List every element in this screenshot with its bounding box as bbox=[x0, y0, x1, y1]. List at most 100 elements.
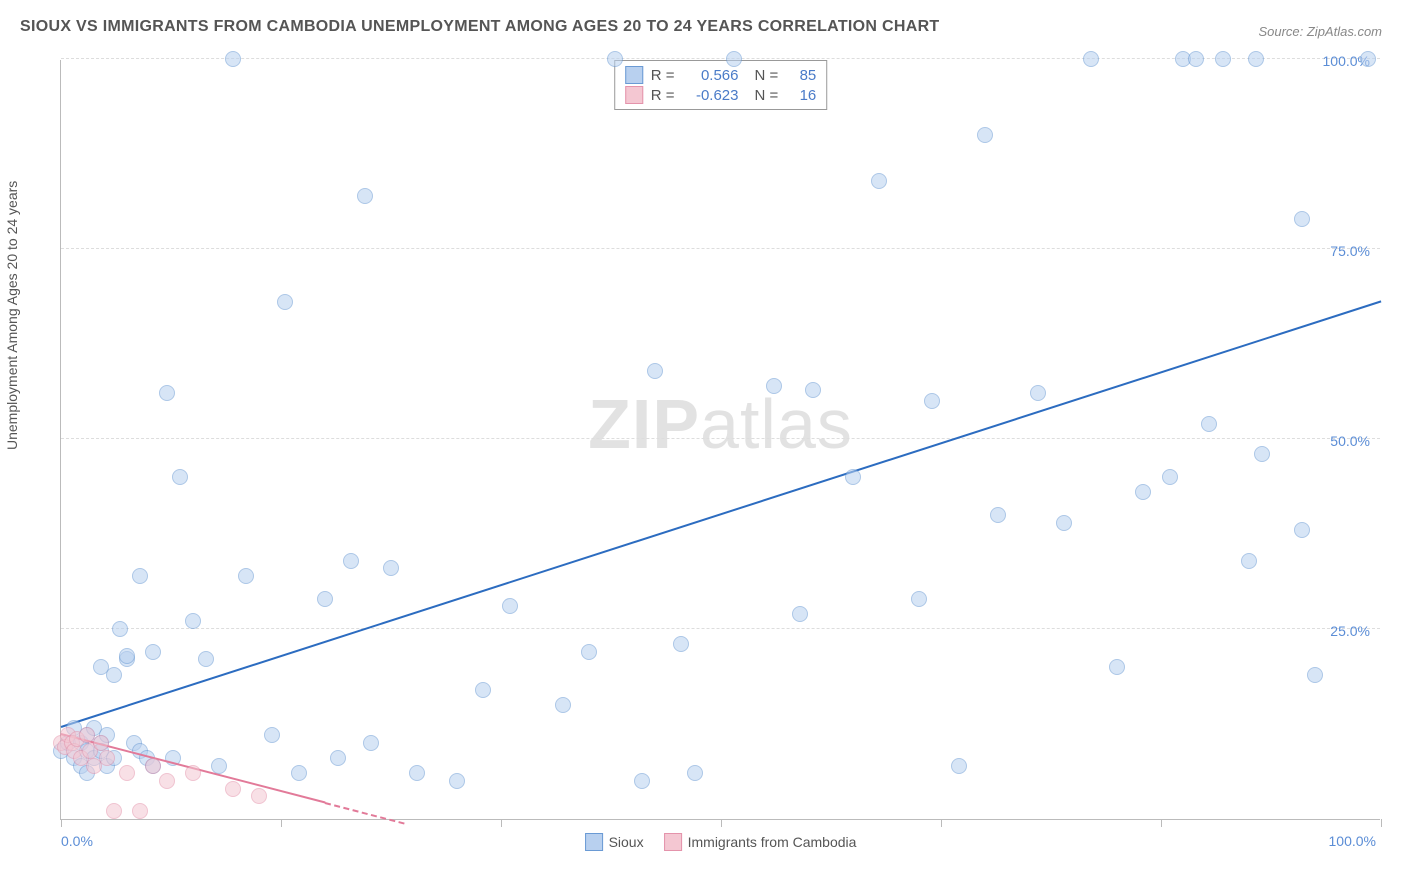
x-tick bbox=[1161, 819, 1162, 827]
stats-legend-row: R = -0.623 N = 16 bbox=[625, 85, 817, 105]
data-point bbox=[1307, 667, 1323, 683]
data-point bbox=[1135, 484, 1151, 500]
data-point bbox=[1248, 51, 1264, 67]
data-point bbox=[805, 382, 821, 398]
n-value: 16 bbox=[786, 87, 816, 104]
gridline bbox=[61, 438, 1380, 439]
data-point bbox=[449, 773, 465, 789]
data-point bbox=[343, 553, 359, 569]
data-point bbox=[871, 173, 887, 189]
x-tick bbox=[1381, 819, 1382, 827]
data-point bbox=[1201, 416, 1217, 432]
data-point bbox=[555, 697, 571, 713]
legend-item: Sioux bbox=[585, 833, 644, 851]
data-point bbox=[132, 803, 148, 819]
data-point bbox=[159, 773, 175, 789]
data-point bbox=[211, 758, 227, 774]
y-tick-label: 25.0% bbox=[1330, 623, 1370, 639]
data-point bbox=[1360, 51, 1376, 67]
data-point bbox=[172, 469, 188, 485]
data-point bbox=[1294, 211, 1310, 227]
data-point bbox=[106, 803, 122, 819]
n-label: N = bbox=[755, 87, 779, 104]
data-point bbox=[792, 606, 808, 622]
r-value: 0.566 bbox=[683, 67, 739, 84]
series-legend: Sioux Immigrants from Cambodia bbox=[585, 833, 857, 851]
data-point bbox=[93, 735, 109, 751]
legend-swatch bbox=[664, 833, 682, 851]
stats-legend-box: R = 0.566 N = 85R = -0.623 N = 16 bbox=[614, 60, 828, 110]
x-tick bbox=[281, 819, 282, 827]
data-point bbox=[291, 765, 307, 781]
data-point bbox=[647, 363, 663, 379]
gridline bbox=[61, 628, 1380, 629]
legend-label: Sioux bbox=[609, 834, 644, 850]
data-point bbox=[185, 765, 201, 781]
data-point bbox=[607, 51, 623, 67]
data-point bbox=[99, 750, 115, 766]
data-point bbox=[1162, 469, 1178, 485]
y-tick-label: 50.0% bbox=[1330, 433, 1370, 449]
data-point bbox=[363, 735, 379, 751]
data-point bbox=[1030, 385, 1046, 401]
stats-legend-row: R =0.566N =85 bbox=[625, 65, 817, 85]
watermark-rest: atlas bbox=[700, 385, 853, 463]
data-point bbox=[106, 667, 122, 683]
data-point bbox=[977, 127, 993, 143]
data-point bbox=[634, 773, 650, 789]
data-point bbox=[317, 591, 333, 607]
data-point bbox=[673, 636, 689, 652]
r-value: -0.623 bbox=[683, 87, 739, 104]
data-point bbox=[1109, 659, 1125, 675]
x-tick bbox=[501, 819, 502, 827]
data-point bbox=[198, 651, 214, 667]
data-point bbox=[1188, 51, 1204, 67]
n-value: 85 bbox=[786, 67, 816, 84]
data-point bbox=[225, 781, 241, 797]
n-label: N = bbox=[755, 67, 779, 84]
data-point bbox=[990, 507, 1006, 523]
data-point bbox=[330, 750, 346, 766]
r-label: R = bbox=[651, 87, 675, 104]
data-point bbox=[951, 758, 967, 774]
data-point bbox=[1241, 553, 1257, 569]
data-point bbox=[1083, 51, 1099, 67]
data-point bbox=[277, 294, 293, 310]
data-point bbox=[1294, 522, 1310, 538]
x-axis-min-label: 0.0% bbox=[61, 833, 93, 849]
scatter-plot-area: ZIPatlas R =0.566N =85R =-0.623N =16 Sio… bbox=[60, 60, 1380, 820]
legend-swatch bbox=[585, 833, 603, 851]
data-point bbox=[159, 385, 175, 401]
legend-label: Immigrants from Cambodia bbox=[688, 834, 857, 850]
watermark-bold: ZIP bbox=[588, 385, 700, 463]
data-point bbox=[726, 51, 742, 67]
data-point bbox=[264, 727, 280, 743]
data-point bbox=[225, 51, 241, 67]
legend-item: Immigrants from Cambodia bbox=[664, 833, 857, 851]
data-point bbox=[766, 378, 782, 394]
data-point bbox=[924, 393, 940, 409]
y-tick-label: 75.0% bbox=[1330, 243, 1370, 259]
x-tick bbox=[721, 819, 722, 827]
data-point bbox=[1056, 515, 1072, 531]
x-axis-max-label: 100.0% bbox=[1329, 833, 1376, 849]
data-point bbox=[132, 568, 148, 584]
data-point bbox=[687, 765, 703, 781]
data-point bbox=[145, 644, 161, 660]
trend-line bbox=[61, 300, 1382, 728]
source-attribution: Source: ZipAtlas.com bbox=[1258, 24, 1382, 39]
x-tick bbox=[61, 819, 62, 827]
data-point bbox=[119, 765, 135, 781]
x-tick bbox=[941, 819, 942, 827]
data-point bbox=[911, 591, 927, 607]
legend-swatch bbox=[625, 66, 643, 84]
data-point bbox=[845, 469, 861, 485]
trend-line bbox=[325, 802, 405, 824]
data-point bbox=[502, 598, 518, 614]
data-point bbox=[409, 765, 425, 781]
y-axis-label: Unemployment Among Ages 20 to 24 years bbox=[4, 181, 20, 450]
data-point bbox=[383, 560, 399, 576]
legend-swatch bbox=[625, 86, 643, 104]
data-point bbox=[238, 568, 254, 584]
data-point bbox=[251, 788, 267, 804]
